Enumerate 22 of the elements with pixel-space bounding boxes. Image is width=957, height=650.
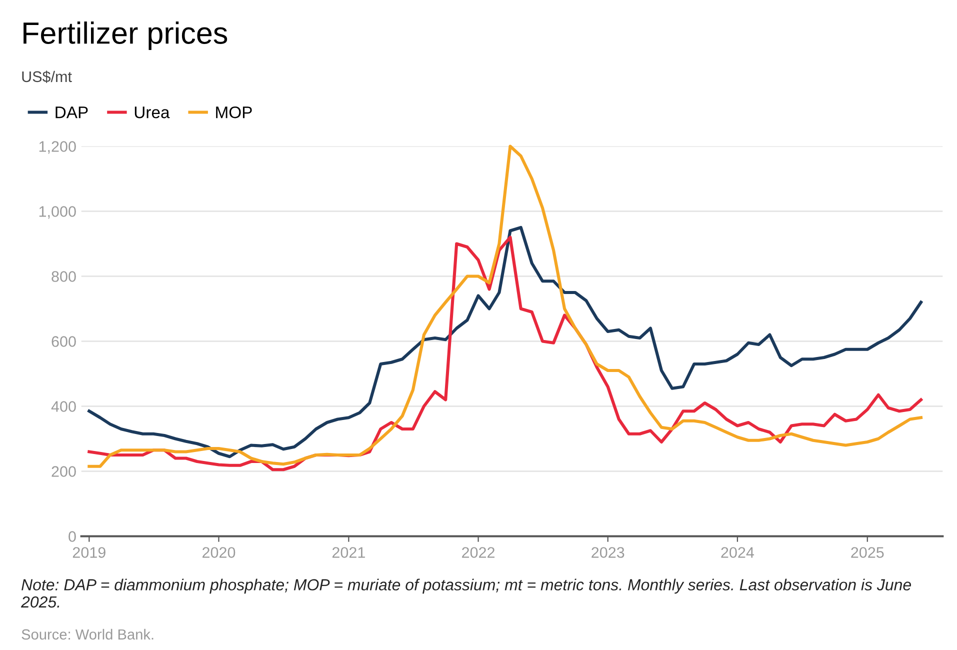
y-tick-label: 600 [52,336,76,347]
y-tick-label: 800 [52,271,76,282]
x-tick-label: 2025 [851,547,884,558]
y-tick-label: 1,000 [39,206,76,219]
y-axis-title: US$/mt [22,70,72,84]
line-series [88,144,923,468]
y-tick-label: 400 [51,401,76,412]
legend-label: MOP [216,106,252,118]
y-tick-label: 0 [68,531,76,542]
x-tick-label: 2023 [592,547,624,558]
legend-label: Urea [134,106,170,118]
text: Note: DAP = diammonium phosphate; MOP = muriate of potassium; mt = metric tons. Monthly series. Last observation is June 2025. [20,578,911,608]
y-tick-label: 200 [52,466,76,477]
x-tick-label: 2020 [202,547,236,558]
chart-title: Fertilizer prices [24,22,228,50]
legend-label: DAP [56,106,88,118]
x-tick-label: 2024 [721,547,754,558]
x-tick-label: 2022 [462,547,494,558]
source-note: Source: World Bank. [22,628,154,640]
y-tick-label: 1,200 [39,141,76,154]
x-tick-label: 2021 [332,547,365,558]
x-tick-label: 2019 [72,547,106,558]
